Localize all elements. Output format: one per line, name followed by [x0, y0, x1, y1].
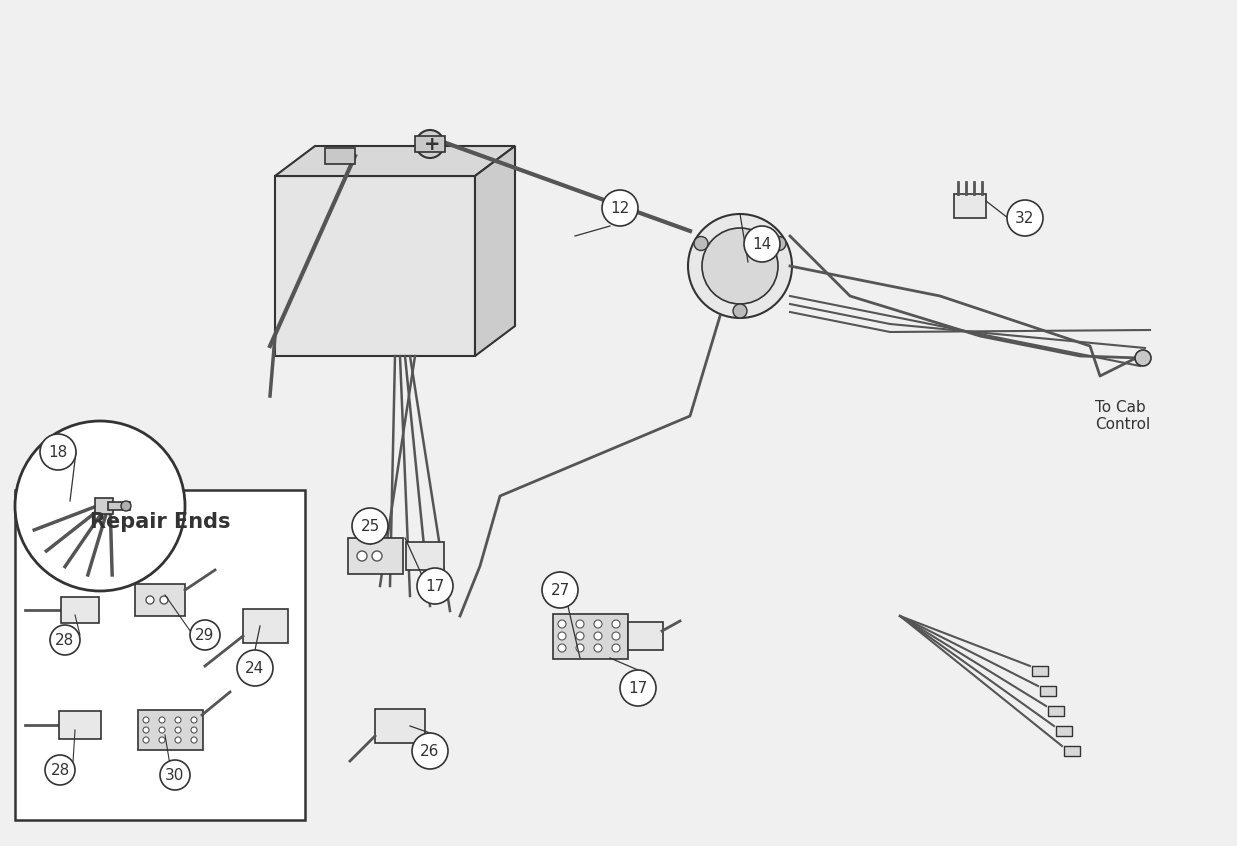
Circle shape [174, 727, 181, 733]
Circle shape [612, 620, 620, 628]
Circle shape [143, 727, 148, 733]
Circle shape [743, 226, 781, 262]
Circle shape [1136, 350, 1150, 366]
FancyBboxPatch shape [406, 542, 444, 570]
Circle shape [143, 737, 148, 743]
FancyBboxPatch shape [137, 710, 203, 750]
Circle shape [417, 568, 453, 604]
Circle shape [40, 434, 75, 470]
Circle shape [372, 551, 382, 561]
Text: Repair Ends: Repair Ends [90, 512, 230, 532]
Circle shape [146, 596, 153, 604]
Circle shape [160, 760, 190, 790]
Circle shape [45, 755, 75, 785]
Circle shape [703, 228, 778, 304]
Circle shape [190, 717, 197, 723]
FancyBboxPatch shape [348, 538, 402, 574]
Circle shape [558, 620, 567, 628]
Circle shape [602, 190, 638, 226]
FancyBboxPatch shape [414, 136, 445, 152]
FancyBboxPatch shape [375, 709, 426, 743]
FancyBboxPatch shape [108, 502, 130, 510]
Circle shape [558, 644, 567, 652]
FancyBboxPatch shape [15, 490, 306, 820]
Circle shape [160, 717, 165, 723]
Text: To Cab
Control: To Cab Control [1095, 400, 1150, 432]
Circle shape [558, 632, 567, 640]
Circle shape [190, 727, 197, 733]
FancyBboxPatch shape [1056, 726, 1072, 736]
FancyBboxPatch shape [1032, 666, 1048, 676]
Circle shape [734, 304, 747, 318]
Circle shape [1007, 200, 1043, 236]
Circle shape [49, 625, 80, 655]
Text: 27: 27 [550, 583, 569, 597]
Circle shape [143, 717, 148, 723]
Circle shape [238, 650, 273, 686]
Circle shape [594, 632, 602, 640]
Circle shape [190, 620, 220, 650]
Text: 28: 28 [51, 762, 69, 777]
FancyBboxPatch shape [627, 622, 663, 650]
Circle shape [620, 670, 656, 706]
Circle shape [174, 737, 181, 743]
Circle shape [412, 733, 448, 769]
Circle shape [576, 644, 584, 652]
Text: 30: 30 [166, 767, 184, 783]
Text: 17: 17 [426, 579, 444, 594]
Text: 32: 32 [1016, 211, 1034, 226]
Text: 18: 18 [48, 444, 68, 459]
Circle shape [594, 620, 602, 628]
FancyBboxPatch shape [954, 194, 986, 218]
Polygon shape [475, 146, 515, 356]
FancyBboxPatch shape [59, 711, 101, 739]
Circle shape [576, 620, 584, 628]
Circle shape [694, 237, 708, 250]
FancyBboxPatch shape [553, 613, 627, 658]
FancyBboxPatch shape [275, 176, 475, 356]
FancyBboxPatch shape [61, 597, 99, 623]
Circle shape [174, 717, 181, 723]
FancyBboxPatch shape [135, 584, 186, 616]
Circle shape [594, 644, 602, 652]
Circle shape [353, 508, 388, 544]
Text: +: + [424, 135, 440, 153]
FancyBboxPatch shape [242, 609, 287, 643]
Text: 12: 12 [610, 201, 630, 216]
Text: 28: 28 [56, 633, 74, 647]
Text: 25: 25 [360, 519, 380, 534]
Text: 24: 24 [245, 661, 265, 675]
FancyBboxPatch shape [325, 148, 355, 164]
Circle shape [160, 727, 165, 733]
Circle shape [190, 737, 197, 743]
Circle shape [542, 572, 578, 608]
FancyBboxPatch shape [95, 498, 113, 514]
Circle shape [160, 596, 168, 604]
Circle shape [772, 237, 785, 250]
FancyBboxPatch shape [1064, 746, 1080, 756]
Circle shape [688, 214, 792, 318]
FancyBboxPatch shape [1040, 686, 1056, 696]
Circle shape [576, 632, 584, 640]
Circle shape [612, 632, 620, 640]
Circle shape [160, 737, 165, 743]
Text: 17: 17 [628, 680, 648, 695]
Text: 26: 26 [421, 744, 439, 759]
Polygon shape [275, 146, 515, 176]
Circle shape [121, 501, 131, 511]
Circle shape [357, 551, 367, 561]
FancyBboxPatch shape [1048, 706, 1064, 716]
Circle shape [612, 644, 620, 652]
Text: 29: 29 [195, 628, 215, 642]
Circle shape [15, 421, 186, 591]
Text: 14: 14 [752, 237, 772, 251]
Circle shape [416, 130, 444, 158]
